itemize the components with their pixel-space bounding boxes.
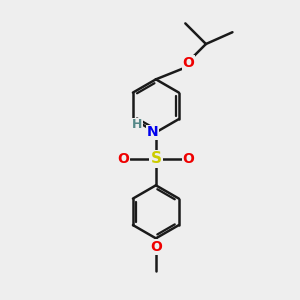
Text: O: O xyxy=(150,240,162,254)
Text: O: O xyxy=(118,152,129,166)
Text: O: O xyxy=(182,56,194,70)
Text: O: O xyxy=(182,152,194,166)
Text: N: N xyxy=(147,125,159,139)
Text: S: S xyxy=(150,151,161,166)
Text: H: H xyxy=(132,118,142,131)
